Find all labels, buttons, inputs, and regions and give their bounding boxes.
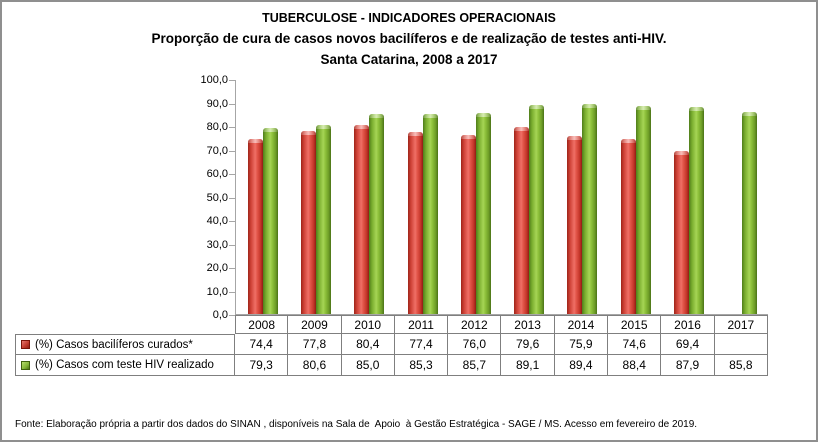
value-cell-row2-2014: 89,4 (554, 355, 609, 376)
year-cell-2016: 2016 (661, 315, 715, 334)
chart-subtitle-region: Santa Catarina, 2008 a 2017 (320, 52, 498, 67)
y-axis-label: 30,0 (206, 238, 228, 251)
year-cell-2014: 2014 (554, 315, 609, 334)
bar-hiv-test-2009 (315, 124, 331, 314)
value-cell-row1-2017 (714, 334, 768, 355)
plot-area (235, 80, 768, 315)
bar-cured-2008 (247, 139, 263, 314)
value-cell-row1-2013: 79,6 (501, 334, 555, 355)
bar-group-2012 (449, 80, 502, 314)
bar-hiv-test-2011 (422, 113, 438, 314)
y-axis-label: 10,0 (206, 285, 228, 298)
bar-cured-2011 (407, 132, 423, 314)
bar-hiv-test-2012 (475, 112, 491, 314)
value-cell-row2-2012: 85,7 (448, 355, 502, 376)
value-cell-row1-2016: 69,4 (661, 334, 715, 355)
bar-group-2017 (716, 80, 769, 314)
table-corner-spacer (15, 315, 235, 334)
value-cell-row2-2010: 85,0 (341, 355, 395, 376)
bar-hiv-test-2014 (582, 103, 598, 314)
bar-cured-2012 (460, 135, 476, 314)
year-cell-2013: 2013 (501, 315, 555, 334)
value-cell-row1-2011: 77,4 (394, 334, 449, 355)
y-axis-label: 60,0 (206, 168, 228, 180)
chart-subtitle: Proporção de cura de casos novos bacilíf… (151, 31, 667, 46)
bar-group-2013 (503, 80, 556, 314)
data-table: 2008 2009 2010 2011 2012 2013 2014 2015 2016 2017… (15, 315, 768, 376)
legend-label-row2: (%) Casos com teste HIV realizado (35, 359, 214, 371)
value-cell-row1-2014: 75,9 (554, 334, 609, 355)
source-line: Fonte: Elaboração própria a partir dos d… (15, 419, 698, 430)
legend-cell-row2: (%) Casos com teste HIV realizado (15, 355, 235, 376)
value-cell-row1-2010: 80,4 (341, 334, 395, 355)
bar-hiv-test-2013 (529, 104, 545, 314)
value-cell-row2-2011: 85,3 (394, 355, 449, 376)
y-axis-label: 90,0 (206, 97, 228, 110)
legend-red-swatch-icon (21, 340, 30, 349)
value-cell-row2-2015: 88,4 (608, 355, 662, 376)
year-cell-2017: 2017 (714, 315, 768, 334)
chart-titles: TUBERCULOSE - INDICADORES OPERACIONAIS P… (2, 9, 816, 70)
bar-hiv-test-2017 (742, 112, 758, 314)
value-cell-row2-2009: 80,6 (288, 355, 342, 376)
value-cell-row2-2008: 79,3 (235, 355, 289, 376)
y-axis-label: 50,0 (206, 191, 228, 204)
bar-hiv-test-2010 (369, 114, 385, 314)
legend-green-swatch-icon (21, 360, 30, 370)
year-cell-2012: 2012 (448, 315, 502, 334)
bar-group-2011 (396, 80, 449, 314)
y-axis-label: 70,0 (206, 144, 228, 157)
year-cell-2008: 2008 (235, 315, 289, 334)
value-cell-row2-2013: 89,1 (501, 355, 555, 376)
bar-cured-2009 (300, 131, 316, 314)
bar-cured-2016 (674, 150, 690, 314)
bar-hiv-test-2016 (689, 107, 705, 314)
value-cell-row1-2015: 74,6 (608, 334, 662, 355)
bar-group-2014 (556, 80, 609, 314)
bar-group-2016 (662, 80, 715, 314)
bar-cured-2013 (514, 126, 530, 314)
y-axis-label: 80,0 (206, 121, 228, 133)
y-axis-label: 40,0 (206, 215, 228, 227)
chart-title: TUBERCULOSE - INDICADORES OPERACIONAIS (262, 11, 556, 25)
bar-group-2010 (343, 80, 396, 314)
bar-hiv-test-2008 (262, 127, 278, 314)
y-axis-label: 100,0 (200, 74, 228, 86)
year-cell-2010: 2010 (341, 315, 395, 334)
legend-label-row1: (%) Casos bacilíferos curados* (35, 338, 193, 351)
bar-group-2015 (609, 80, 662, 314)
y-axis-label: 20,0 (206, 262, 228, 274)
year-cell-2015: 2015 (608, 315, 662, 334)
bar-group-2008 (236, 80, 289, 314)
year-cell-2011: 2011 (394, 315, 449, 334)
legend-cell-row1: (%) Casos bacilíferos curados* (15, 334, 235, 355)
value-cell-row1-2008: 74,4 (235, 334, 289, 355)
value-cell-row2-2017: 85,8 (714, 355, 768, 376)
bar-cured-2015 (620, 138, 636, 314)
value-cell-row1-2012: 76,0 (448, 334, 502, 355)
value-cell-row1-2009: 77,8 (288, 334, 342, 355)
bar-hiv-test-2015 (635, 106, 651, 314)
bar-cured-2010 (354, 125, 370, 314)
bar-cured-2014 (567, 135, 583, 314)
source-note: Fonte: Elaboração própria a partir dos d… (15, 390, 698, 440)
year-cell-2009: 2009 (288, 315, 342, 334)
bar-group-2009 (289, 80, 342, 314)
value-cell-row2-2016: 87,9 (661, 355, 715, 376)
